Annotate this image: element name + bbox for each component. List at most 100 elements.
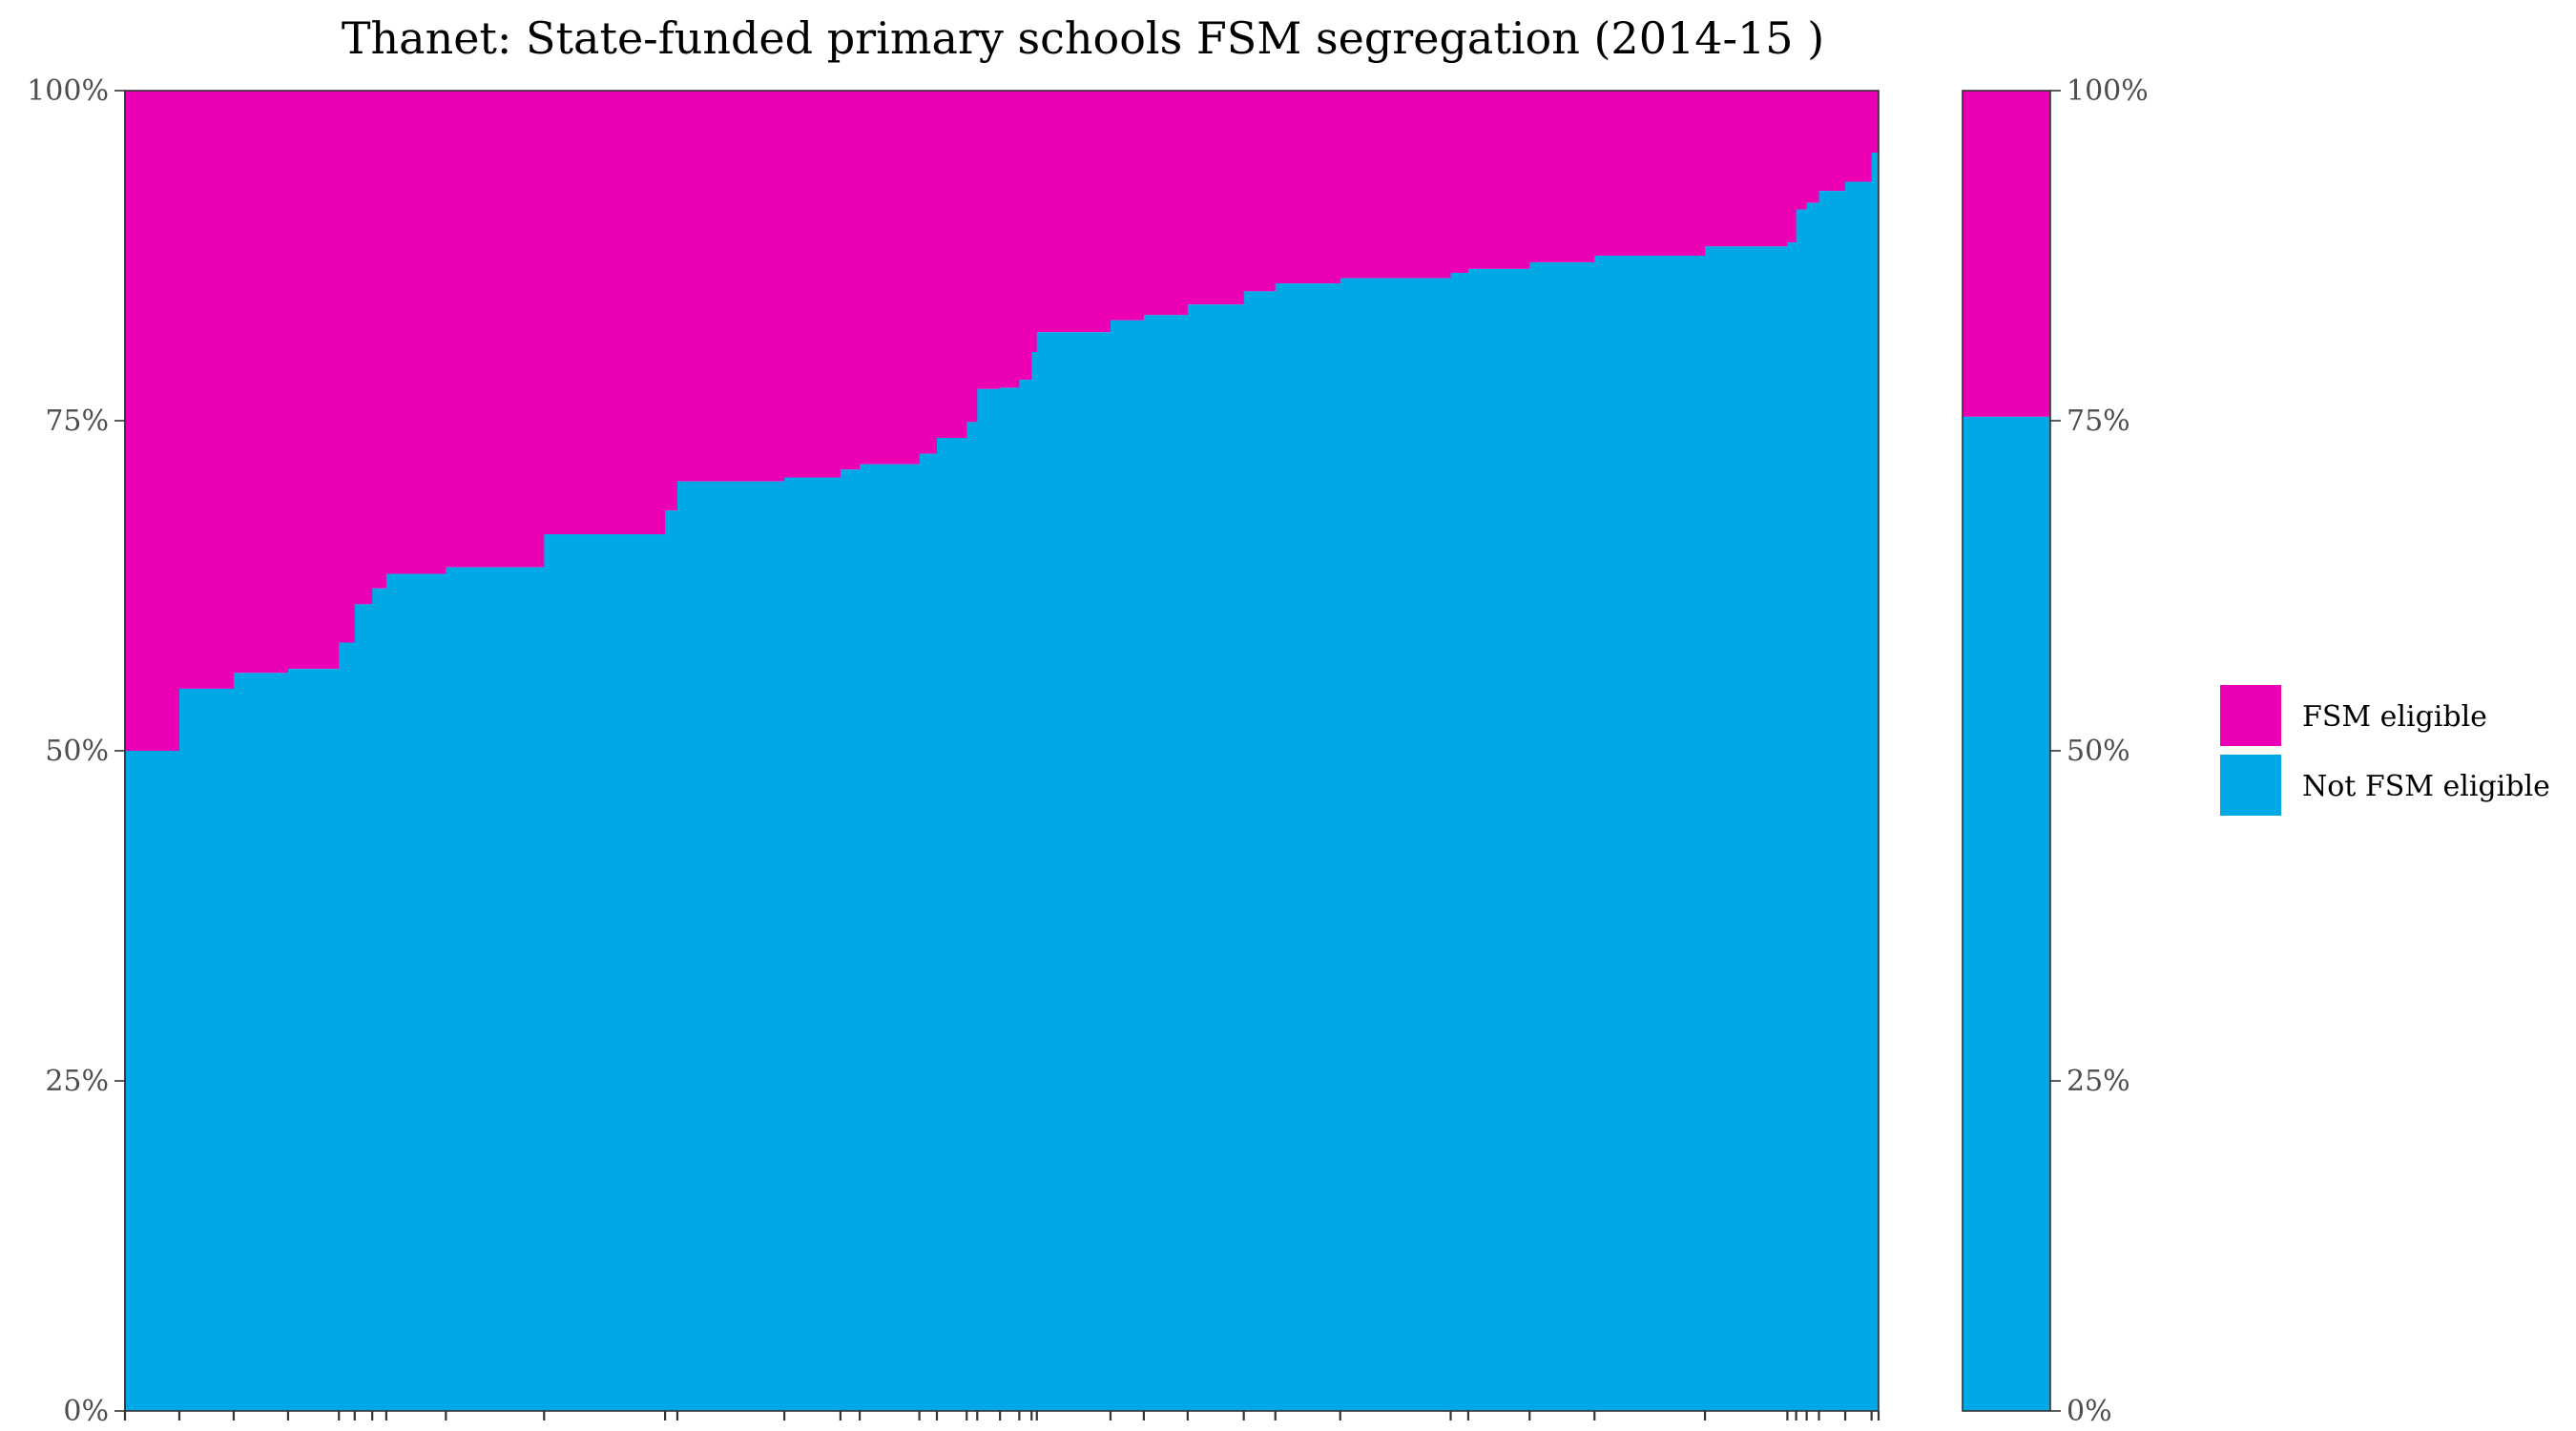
school-bar-not-fsm-16 xyxy=(919,453,938,1412)
school-bar-fsm-6 xyxy=(354,91,373,605)
school-bar-fsm-18 xyxy=(966,91,978,423)
legend-label-not-fsm-eligible: Not FSM eligible xyxy=(2302,770,2550,803)
school-bar-fsm-1 xyxy=(125,91,180,751)
school-bar-fsm-14 xyxy=(840,91,861,470)
school-bar-fsm-19 xyxy=(977,91,1001,389)
school-bar-not-fsm-9 xyxy=(446,567,545,1411)
school-bar-fsm-40 xyxy=(1871,91,1880,154)
school-bar-not-fsm-28 xyxy=(1275,283,1341,1412)
school-bar-fsm-5 xyxy=(339,91,356,643)
school-bar-fsm-26 xyxy=(1187,91,1245,305)
school-bar-not-fsm-24 xyxy=(1110,320,1145,1411)
x-axis-ticks xyxy=(123,1411,1880,1421)
school-bar-not-fsm-18 xyxy=(966,422,978,1411)
school-bar-fsm-2 xyxy=(178,91,235,689)
school-bar-not-fsm-23 xyxy=(1036,332,1111,1412)
school-bar-fsm-17 xyxy=(936,91,967,438)
school-bar-fsm-33 xyxy=(1594,91,1706,256)
school-bar-not-fsm-34 xyxy=(1705,246,1789,1411)
right-y-tick-label: 50% xyxy=(2067,735,2130,768)
school-bar-fsm-28 xyxy=(1275,91,1341,284)
school-bar-fsm-30 xyxy=(1450,91,1469,273)
school-bar-not-fsm-30 xyxy=(1450,272,1469,1412)
legend-key-fsm-eligible xyxy=(2220,685,2281,746)
school-bar-not-fsm-25 xyxy=(1143,315,1189,1411)
school-bar-fsm-10 xyxy=(544,91,666,535)
left-y-tick-label: 50% xyxy=(45,735,109,768)
school-bar-fsm-27 xyxy=(1243,91,1277,292)
school-bar-not-fsm-11 xyxy=(665,510,678,1411)
legend-key-not-fsm-eligible xyxy=(2220,755,2281,816)
school-bar-not-fsm-33 xyxy=(1594,256,1706,1411)
right-y-tick-label: 100% xyxy=(2067,74,2149,108)
school-bar-not-fsm-7 xyxy=(372,588,387,1411)
right-y-tick-label: 0% xyxy=(2067,1395,2112,1428)
right-y-tick-label: 25% xyxy=(2067,1065,2130,1098)
school-bar-fsm-38 xyxy=(1818,91,1846,192)
school-bar-fsm-36 xyxy=(1796,91,1808,210)
school-bar-not-fsm-1 xyxy=(125,751,180,1411)
school-bar-not-fsm-19 xyxy=(977,388,1001,1412)
school-bar-fsm-35 xyxy=(1787,91,1797,243)
legend: FSM eligible Not FSM eligible xyxy=(2220,685,2550,816)
school-bar-not-fsm-8 xyxy=(385,573,447,1411)
school-bar-fsm-22 xyxy=(1031,91,1038,353)
overall-bar-not-fsm xyxy=(1963,416,2050,1411)
school-bar-fsm-39 xyxy=(1845,91,1873,182)
school-bar-not-fsm-12 xyxy=(676,481,785,1411)
school-bar-not-fsm-5 xyxy=(339,642,356,1411)
school-bar-not-fsm-20 xyxy=(1000,387,1020,1411)
school-bar-fsm-37 xyxy=(1806,91,1820,203)
school-bar-not-fsm-22 xyxy=(1031,352,1038,1412)
school-bar-not-fsm-38 xyxy=(1818,191,1846,1412)
left-y-tick-label: 0% xyxy=(63,1395,109,1428)
school-bar-fsm-21 xyxy=(1019,91,1032,381)
school-bar-not-fsm-10 xyxy=(544,534,666,1411)
schools-panel xyxy=(124,90,1880,1412)
school-bar-not-fsm-3 xyxy=(233,673,289,1411)
school-bar-fsm-8 xyxy=(385,91,447,574)
school-bar-fsm-24 xyxy=(1110,91,1145,321)
school-bar-not-fsm-26 xyxy=(1187,304,1245,1411)
school-bar-not-fsm-27 xyxy=(1243,291,1277,1411)
school-bar-fsm-20 xyxy=(1000,91,1020,388)
school-bar-fsm-29 xyxy=(1340,91,1452,279)
overall-panel xyxy=(1962,90,2051,1412)
school-bar-not-fsm-37 xyxy=(1806,202,1820,1411)
school-bar-not-fsm-31 xyxy=(1467,268,1530,1412)
school-bar-fsm-32 xyxy=(1529,91,1595,262)
school-bar-fsm-4 xyxy=(287,91,340,670)
left-y-tick-label: 25% xyxy=(45,1065,109,1098)
right-y-tick-label: 75% xyxy=(2067,404,2130,438)
school-bar-fsm-15 xyxy=(860,91,921,465)
school-bar-not-fsm-36 xyxy=(1796,209,1808,1411)
school-bar-not-fsm-13 xyxy=(784,477,841,1412)
school-bar-fsm-34 xyxy=(1705,91,1789,247)
school-bar-fsm-23 xyxy=(1036,91,1111,333)
school-bar-fsm-16 xyxy=(919,91,938,454)
school-bar-fsm-11 xyxy=(665,91,678,511)
school-bar-fsm-12 xyxy=(676,91,785,482)
school-bar-not-fsm-17 xyxy=(936,437,967,1411)
chart-title: Thanet: State-funded primary schools FSM… xyxy=(342,12,1824,64)
school-bar-fsm-7 xyxy=(372,91,387,589)
school-bar-not-fsm-40 xyxy=(1871,153,1880,1412)
right-y-axis: 0% 25% 50% 75% 100% xyxy=(2050,74,2149,1428)
left-y-tick-label: 100% xyxy=(27,74,109,108)
school-bar-fsm-31 xyxy=(1467,91,1530,269)
school-bar-not-fsm-29 xyxy=(1340,278,1452,1411)
school-bar-not-fsm-6 xyxy=(354,604,373,1411)
school-bar-not-fsm-15 xyxy=(860,464,921,1411)
school-bar-not-fsm-32 xyxy=(1529,261,1595,1411)
school-bar-not-fsm-21 xyxy=(1019,380,1032,1412)
legend-label-fsm-eligible: FSM eligible xyxy=(2302,700,2487,734)
school-bar-not-fsm-39 xyxy=(1845,181,1873,1412)
overall-bar-fsm xyxy=(1963,91,2050,417)
school-bar-fsm-13 xyxy=(784,91,841,478)
school-bar-fsm-3 xyxy=(233,91,289,674)
school-bar-fsm-25 xyxy=(1143,91,1189,316)
school-bar-not-fsm-35 xyxy=(1787,242,1797,1411)
school-bar-fsm-9 xyxy=(446,91,545,568)
school-bar-not-fsm-14 xyxy=(840,469,861,1411)
